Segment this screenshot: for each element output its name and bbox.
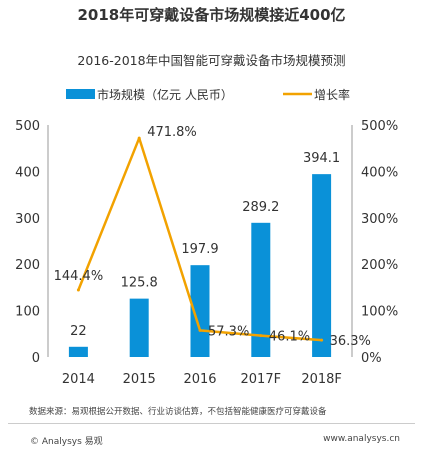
y2-tick-label: 200% [361,258,398,273]
y2-tick-label: 500% [361,119,398,134]
y-tick-label: 300 [15,212,40,227]
footer-divider [8,423,415,424]
source-note: 数据来源：易观根据公开数据、行业访谈估算，不包括智能健康医疗可穿戴设备 [29,407,327,417]
bar [129,298,149,357]
line-value-label: 144.4% [54,269,104,284]
line-point [137,136,141,140]
legend-swatch-bar [66,89,95,99]
line-point [76,288,80,292]
legend-label-bar: 市场规模（亿元 人民币） [97,87,233,102]
line-value-label: 46.1% [269,330,310,345]
bar-value-label: 22 [70,324,87,339]
data-labels: 22 125.8 197.9 289.2 394.1 144.4% 471.8% 57.3% 4… [54,125,371,349]
x-tick-label: 2014 [62,372,95,387]
y2-tick-label: 0% [361,351,382,366]
bar-series [68,174,332,357]
bar [68,346,88,357]
y2-tick-label: 400% [361,165,398,180]
y-tick-label: 400 [15,165,40,180]
bar-value-label: 197.9 [181,242,218,257]
bar [312,174,332,357]
y-tick-label: 200 [15,258,40,273]
line-value-label: 471.8% [147,125,197,140]
line-point [320,338,324,342]
line-point [259,334,263,338]
line-value-label: 57.3% [208,324,249,339]
x-tick-label: 2015 [123,372,156,387]
axes: 0 100 200 300 400 500 0% 100% 200% 300% 400% 500% 20… [15,119,398,387]
line-point [198,328,202,332]
bar-value-label: 289.2 [242,200,279,215]
line-value-label: 36.3% [330,334,371,349]
y-tick-label: 500 [15,119,40,134]
x-tick-label: 2018F [301,372,342,387]
chart-title: 2016-2018年中国智能可穿戴设备市场规模预测 [77,53,346,68]
legend-label-line: 增长率 [314,87,350,102]
bar-value-label: 125.8 [121,276,158,291]
bar [190,265,210,357]
x-tick-label: 2017F [241,372,282,387]
y-tick-label: 0 [32,351,40,366]
y-tick-label: 100 [15,305,40,320]
page-title: 2018年可穿戴设备市场规模接近400亿 [77,6,346,24]
y2-tick-label: 100% [361,305,398,320]
bar-value-label: 394.1 [303,151,340,166]
copyright: © Analysys 易观 [30,437,103,447]
x-tick-label: 2016 [183,372,216,387]
bar [251,222,271,357]
y2-tick-label: 300% [361,212,398,227]
website-link[interactable]: www.analysys.cn [323,434,400,444]
line-series [76,136,324,342]
chart: 市场规模（亿元 人民币） 增长率 0 100 200 300 400 500 0% 100% 20… [15,87,398,387]
legend: 市场规模（亿元 人民币） 增长率 [66,87,350,102]
